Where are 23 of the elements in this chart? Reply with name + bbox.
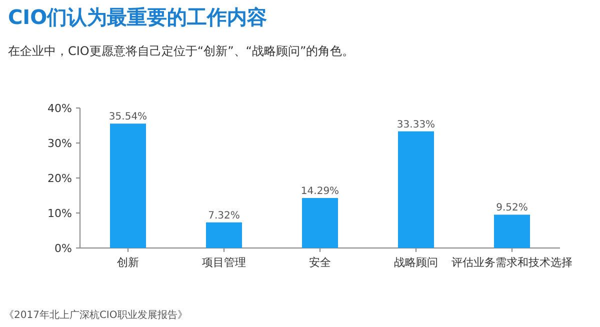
text: 《2017年北上广深杭CIO职业发展报告》 [4,309,188,321]
x-tick-label: 评估业务需求和技术选择 [452,256,572,269]
y-tick-label: 0% [54,242,72,255]
bar [302,198,338,248]
y-tick-label: 30% [48,137,72,150]
x-tick-label: 战略顾问 [394,256,438,269]
y-tick-label: 10% [48,207,72,220]
data-label: 14.29% [300,186,340,197]
x-tick-label: 安全 [309,256,331,269]
bar [206,222,242,248]
data-label: 33.33% [396,119,436,130]
data-label: 35.54% [108,112,148,123]
x-tick-label: 创新 [117,256,139,269]
data-label: 9.52% [496,202,528,214]
x-tick-label: 项目管理 [202,256,246,269]
bar [494,214,530,248]
chart-title: CIO们认为最重要的工作内容 [8,5,268,29]
bar [110,124,146,248]
bar [398,131,434,248]
y-tick-label: 40% [48,102,72,115]
y-tick-label: 20% [48,172,72,185]
chart-subtitle: 在企业中，CIO更愿意将自己定位于“创新”、“战略顾问”的角色。 [8,44,354,58]
data-label: 7.32% [208,210,240,222]
